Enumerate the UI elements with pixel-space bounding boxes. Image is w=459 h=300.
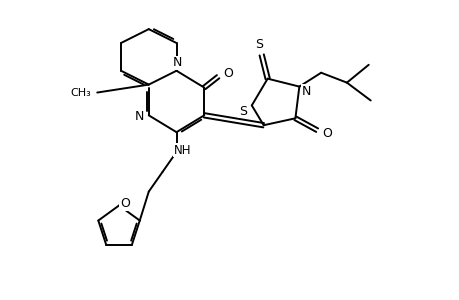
Text: N: N [173,56,182,69]
Text: S: S [238,105,246,118]
Text: O: O [321,127,331,140]
Text: S: S [254,38,262,52]
Text: NH: NH [174,143,191,157]
Text: O: O [223,67,232,80]
Text: O: O [120,197,129,210]
Text: N: N [301,85,310,98]
Text: N: N [134,110,144,123]
Text: CH₃: CH₃ [70,88,91,98]
